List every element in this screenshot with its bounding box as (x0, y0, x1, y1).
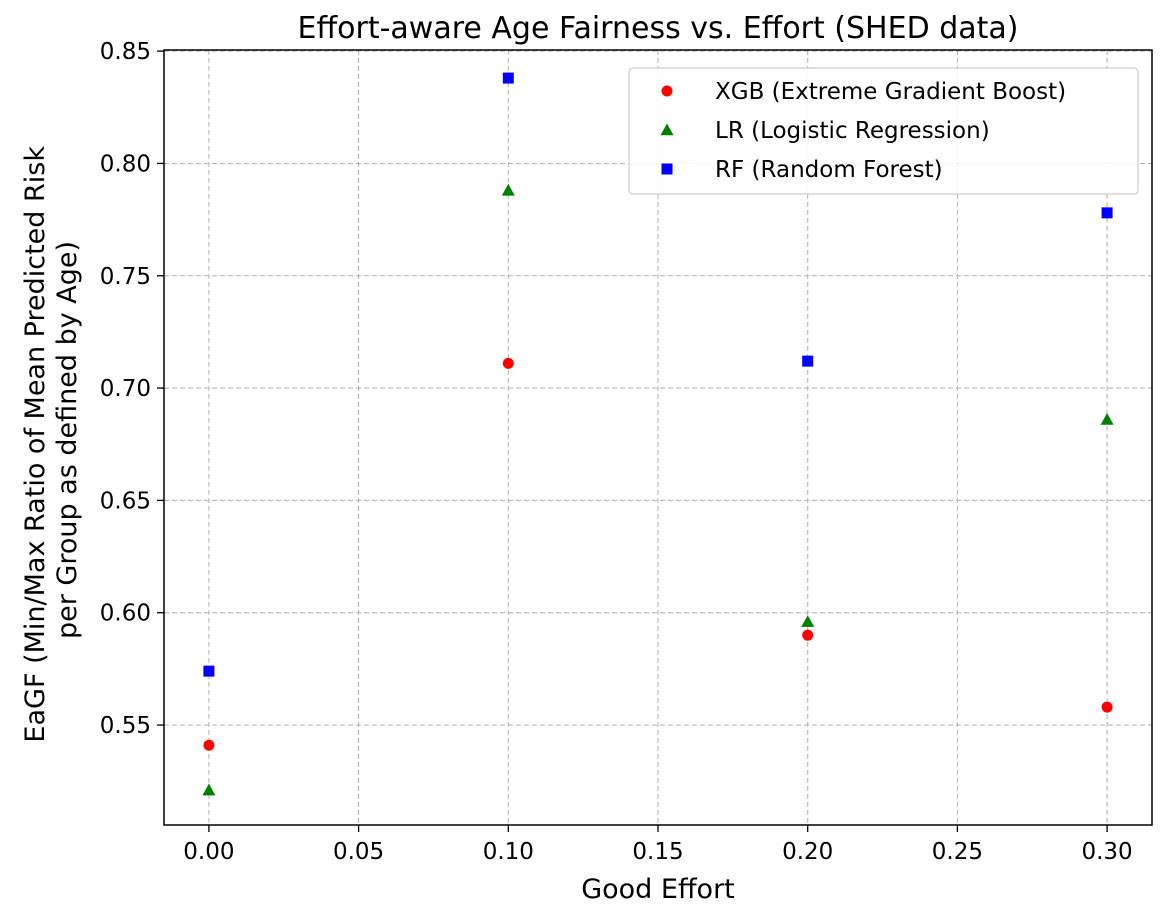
series-circle (203, 357, 1113, 751)
data-point-triangle (1100, 413, 1114, 425)
y-tick-label: 0.85 (100, 39, 151, 65)
data-point-circle (502, 357, 514, 369)
y-tick-label: 0.70 (100, 376, 151, 402)
data-point-square (802, 355, 814, 367)
data-point-circle (802, 629, 814, 641)
x-axis-ticks: 0.00 0.05 0.10 0.15 0.20 0.25 0.30 (183, 825, 1133, 865)
x-tick-label: 0.25 (932, 839, 983, 865)
x-tick-label: 0.00 (183, 839, 234, 865)
x-tick-label: 0.05 (333, 839, 384, 865)
data-points (202, 72, 1114, 796)
y-axis-label-line-2: per Group as defined by Age) (52, 241, 83, 639)
data-point-circle (1101, 701, 1113, 713)
data-point-triangle (801, 615, 815, 627)
data-point-triangle (501, 183, 515, 196)
series-triangle (202, 183, 1114, 796)
x-tick-label: 0.15 (632, 839, 683, 865)
legend: XGB (Extreme Gradient Boost) LR (Logistic… (628, 67, 1139, 195)
y-axis-label: EaGF (Min/Max Ratio of Mean Predicted Ri… (20, 137, 83, 742)
legend-item: RF (Random Forest) (661, 157, 943, 183)
y-tick-label: 0.75 (100, 264, 151, 290)
legend-label: XGB (Extreme Gradient Boost) (715, 79, 1066, 105)
y-axis-label-line-1: EaGF (Min/Max Ratio of Mean Predicted Ri… (20, 146, 51, 743)
y-tick-label: 0.80 (100, 151, 151, 177)
data-point-square (1101, 207, 1113, 219)
y-tick-label: 0.55 (100, 713, 151, 739)
data-point-square (502, 72, 514, 84)
data-point-square (203, 665, 215, 677)
series-square (203, 72, 1113, 677)
legend-marker-square (661, 163, 673, 175)
x-tick-label: 0.20 (782, 839, 833, 865)
chart-title: Effort-aware Age Fairness vs. Effort (SH… (298, 11, 1019, 46)
data-point-triangle (202, 783, 216, 796)
legend-marker-triangle (660, 123, 674, 136)
legend-box (628, 67, 1139, 195)
x-tick-label: 0.30 (1081, 839, 1132, 865)
x-tick-label: 0.10 (483, 839, 534, 865)
y-tick-label: 0.60 (100, 601, 151, 627)
legend-label: RF (Random Forest) (715, 157, 943, 183)
legend-label: LR (Logistic Regression) (715, 118, 990, 144)
y-tick-label: 0.65 (100, 488, 151, 514)
legend-marker-circle (661, 85, 673, 97)
legend-item: LR (Logistic Regression) (660, 118, 990, 144)
x-axis-label: Good Effort (581, 874, 735, 905)
data-point-circle (203, 739, 215, 751)
legend-item: XGB (Extreme Gradient Boost) (661, 79, 1066, 105)
y-axis-ticks: 0.55 0.60 0.65 0.70 0.75 0.80 0.85 (100, 39, 164, 739)
